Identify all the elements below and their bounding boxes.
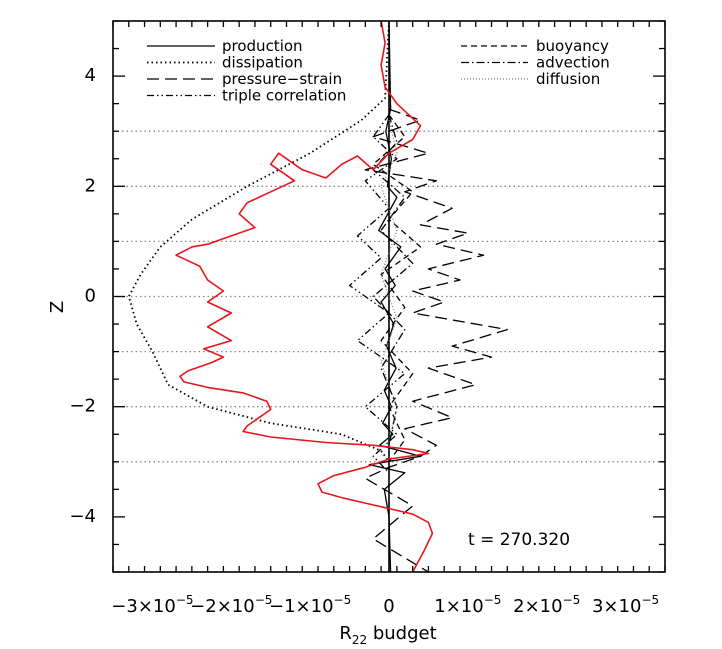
legend-label-left: dissipation [222,54,303,72]
legend-label-right: advection [536,54,610,72]
x-tick-exponent: −5 [563,593,581,607]
x-axis-title-suffix: budget [367,623,437,644]
legend-label-right: buoyancy [536,37,609,55]
y-tick-label: 4 [85,65,96,86]
tick-labels: −3×10−5−2×10−5−1×10−5 0 1×10−5 2×10−5 3×10−5… [69,65,659,617]
legend-label-right: diffusion [536,70,600,88]
x-tick-exponent: −5 [484,593,502,607]
x-axis-title: R22 budget [339,623,436,647]
x-tick-exponent: −5 [334,593,352,607]
x-tick-mantissa: −1×10 [269,596,334,617]
series-triple-correlation [348,114,406,474]
time-annotation: t = 270.320 [468,530,570,550]
y-tick-label: −2 [69,396,96,417]
legend: productiondissipationpressure−straintrip… [147,37,610,105]
legend-label-left: pressure−strain [222,70,342,88]
x-tick-mantissa: 3×10 [592,596,641,617]
x-axis-title-main: R [339,623,352,644]
x-tick-exponent: −5 [255,593,273,607]
y-tick-label: 0 [85,286,96,307]
x-tick-label: −1×10−5 [269,593,351,617]
x-tick-mantissa: 0 [383,596,394,617]
y-tick-label: 2 [85,175,96,196]
x-tick-label: −3×10−5 [111,593,193,617]
x-tick-mantissa: 1×10 [434,596,483,617]
series-lines [127,20,508,573]
x-tick-mantissa: −3×10 [111,596,176,617]
x-axis-title-sub: 22 [352,633,367,647]
y-tick-label: −4 [69,506,96,527]
series-total [175,20,434,573]
y-axis-title: Z [47,301,68,313]
series-buoyancy [372,114,422,463]
horizontal-gridlines [113,21,665,572]
legend-label-left: production [222,37,303,55]
series-production [368,20,422,573]
x-tick-exponent: −5 [176,593,194,607]
legend-label-left: triple correlation [222,87,346,105]
x-tick-exponent: −5 [641,593,659,607]
x-tick-label: −2×10−5 [190,593,272,617]
x-tick-label: 0 [383,596,394,617]
x-tick-label: 1×10−5 [434,593,501,617]
x-tick-label: 3×10−5 [592,593,659,617]
x-tick-label: 2×10−5 [513,593,580,617]
x-tick-mantissa: 2×10 [513,596,562,617]
x-tick-mantissa: −2×10 [190,596,255,617]
axes-and-ticks [112,20,666,573]
